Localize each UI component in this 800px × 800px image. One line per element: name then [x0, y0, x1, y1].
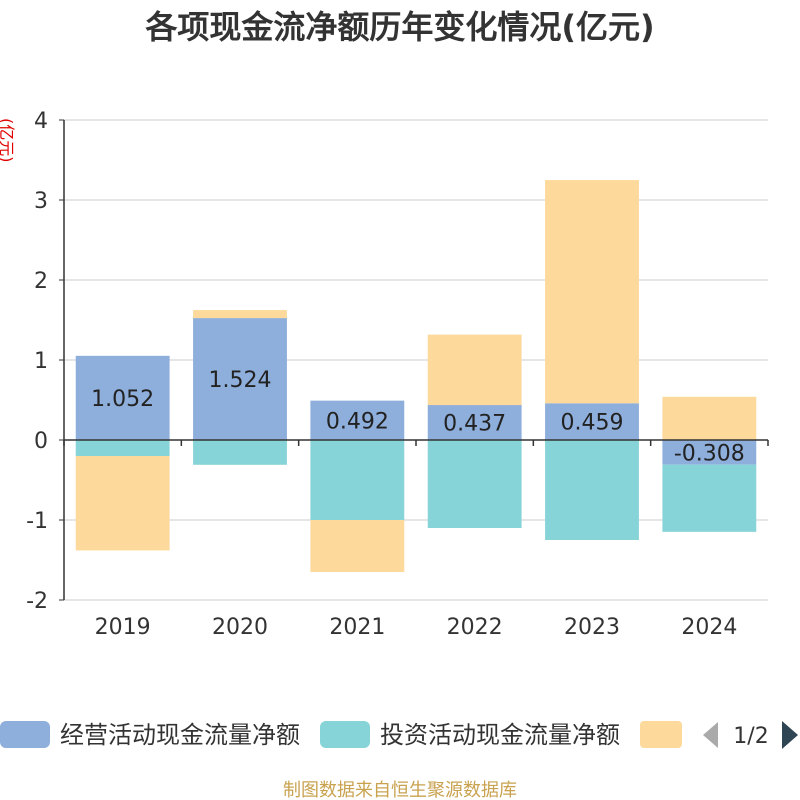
data-label: 0.492	[326, 409, 389, 434]
x-tick-label: 2022	[447, 615, 503, 640]
bar-series2-2024	[662, 464, 757, 532]
legend-item-series-2[interactable]: 投资活动现金流量净额	[320, 721, 620, 749]
bar-series3-2020	[193, 310, 287, 319]
legend-label-series-2: 投资活动现金流量净额	[380, 721, 620, 749]
y-axis-label: (亿元)	[0, 118, 16, 163]
legend-swatch-series-2	[320, 721, 370, 748]
legend-item-series-3[interactable]	[640, 721, 682, 748]
y-tick-label: 1	[34, 349, 48, 374]
legend-item-series-1[interactable]: 经营活动现金流量净额	[0, 721, 300, 749]
bar-series1-2021	[310, 400, 405, 440]
legend-swatch-series-1	[0, 721, 50, 748]
bar-series2-2021	[310, 440, 405, 520]
bar-series1-2020	[193, 318, 287, 440]
bar-series3-2024	[662, 396, 757, 440]
bar-series1-2024	[662, 440, 757, 465]
data-label: 1.524	[209, 368, 272, 393]
bar-series1-2023	[545, 403, 639, 440]
bar-series3-2019	[75, 456, 170, 551]
bars	[75, 180, 757, 572]
bar-series2-2019	[75, 440, 170, 456]
x-tick-label: 2024	[681, 615, 737, 640]
y-tick-label: -1	[26, 509, 48, 534]
legend-label-series-1: 经营活动现金流量净额	[60, 721, 300, 749]
data-label: 1.052	[91, 387, 154, 412]
y-tick-label: 2	[34, 269, 48, 294]
data-label: -0.308	[674, 441, 745, 466]
data-label: 0.459	[561, 411, 624, 436]
x-tick-label: 2020	[212, 615, 268, 640]
legend: 经营活动现金流量净额 投资活动现金流量净额 1/2	[0, 721, 798, 749]
data-label: 0.437	[443, 412, 506, 437]
legend-page-indicator: 1/2	[733, 724, 768, 749]
legend-swatch-series-3	[640, 721, 682, 748]
data-labels: 1.052 1.524 0.492 0.437 0.459 -0.308	[91, 368, 745, 466]
y-tick-label: 0	[34, 429, 48, 454]
triangle-right-icon[interactable]	[782, 721, 798, 749]
axis-ticks: 4 3 2 1 0 -1 -2 2019 2020 2021 2022 2023 2024	[26, 109, 769, 640]
bar-series2-2020	[193, 440, 287, 465]
triangle-left-icon[interactable]	[703, 722, 718, 748]
y-tick-label: -2	[26, 589, 48, 614]
bar-series1-2019	[75, 355, 170, 440]
bar-series2-2023	[545, 440, 639, 540]
bar-series1-2022	[427, 405, 522, 440]
y-tick-label: 3	[34, 189, 48, 214]
x-tick-label: 2021	[329, 615, 385, 640]
x-tick-label: 2019	[95, 615, 151, 640]
bar-series3-2022	[427, 334, 522, 406]
bar-series3-2023	[545, 180, 639, 404]
chart-title: 各项现金流净额历年变化情况(亿元)	[145, 8, 654, 46]
bar-series3-2021	[310, 520, 405, 572]
y-tick-label: 4	[34, 109, 48, 134]
bar-series2-2022	[427, 440, 522, 528]
source-footer: 制图数据来自恒生聚源数据库	[283, 780, 517, 800]
x-tick-label: 2023	[564, 615, 620, 640]
